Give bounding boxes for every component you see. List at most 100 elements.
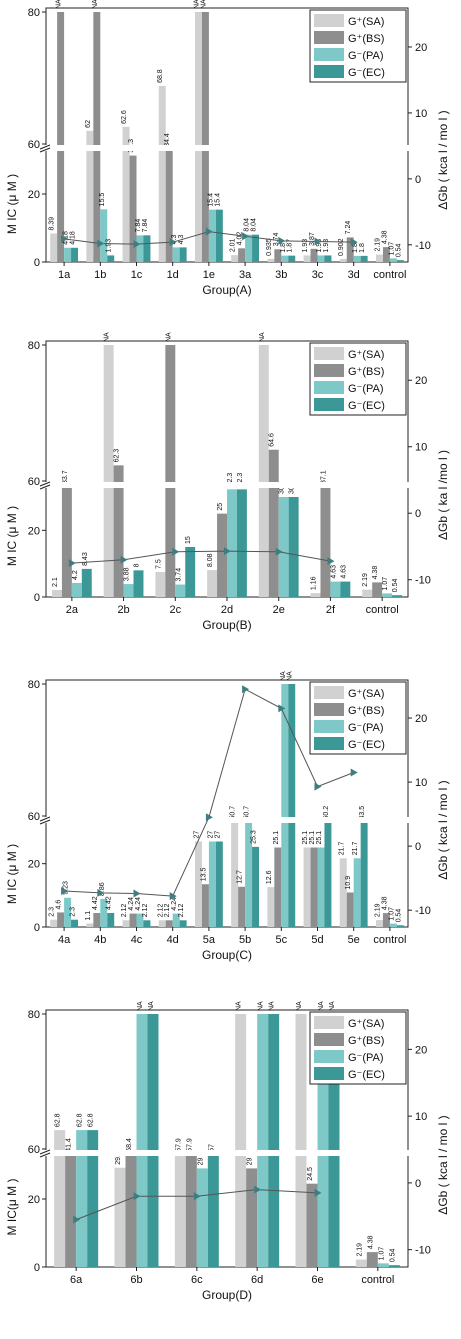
bar-value-label: NA xyxy=(200,0,207,9)
bar-control-2 xyxy=(366,1252,378,1267)
x-tick-label: 6e xyxy=(311,1274,323,1286)
bar-1c-2 xyxy=(129,155,137,262)
y2-axis-title: ΔGb ( kca l / mo l ) xyxy=(436,110,450,209)
x-tick-label: 5e xyxy=(348,934,360,946)
bar-4c-3 xyxy=(136,913,144,927)
y-tick-label: 60 xyxy=(28,811,40,823)
bar-value-label: 0.54 xyxy=(392,578,399,592)
legend-label: G⁻(PA) xyxy=(348,383,384,395)
bar-value-label: NA xyxy=(287,671,294,681)
y-tick-label: 20 xyxy=(28,525,40,537)
legend-label: G⁺(BS) xyxy=(348,33,384,45)
bar-4d-4 xyxy=(179,920,187,927)
legend-label: G⁺(BS) xyxy=(348,705,384,717)
bar-value-label: 4.38 xyxy=(372,566,379,580)
bar-value-label: 1.07 xyxy=(388,242,395,256)
legend-label: G⁺(BS) xyxy=(348,1035,384,1047)
bar-6c-4 xyxy=(207,1154,219,1267)
bar-value-label: 2.01 xyxy=(230,238,237,252)
bar-1b-3 xyxy=(100,209,108,262)
plot-frame xyxy=(45,679,409,928)
bar-value-label: 4.24 xyxy=(135,897,142,911)
x-tick-label: 3a xyxy=(239,269,252,281)
bar-6c-2 xyxy=(185,1154,197,1267)
bar-5d-2 xyxy=(310,847,318,927)
dg-point xyxy=(61,886,69,895)
bar-5a-2 xyxy=(201,884,209,927)
bar-value-label: 8.86 xyxy=(99,882,106,896)
dg-point xyxy=(205,813,213,822)
bar-4b-2 xyxy=(93,913,101,927)
bar-value-label: 25.1 xyxy=(273,831,280,845)
bar-value-label: NA xyxy=(92,0,99,9)
bar-value-label: NA xyxy=(318,1001,325,1011)
bar-5b-1 xyxy=(231,822,239,927)
bar-value-label: 57.9 xyxy=(175,1138,182,1152)
bar-value-label: 15.5 xyxy=(99,193,106,207)
bar-4b-1 xyxy=(86,923,94,927)
bar-6e-1 xyxy=(295,1014,307,1267)
bar-value-label: 57 xyxy=(208,1144,215,1152)
bar-value-label: 4.38 xyxy=(381,230,388,244)
bar-6c-1 xyxy=(174,1154,186,1267)
y-tick-label: 80 xyxy=(28,7,40,19)
legend-label: G⁻(PA) xyxy=(348,50,384,62)
bar-value-label: 2.12 xyxy=(142,904,149,918)
bar-control-3 xyxy=(389,923,397,927)
bar-4b-3 xyxy=(100,898,108,927)
bar-4d-3 xyxy=(172,913,180,927)
y2-tick-label: -10 xyxy=(415,240,431,252)
bar-5e-1 xyxy=(339,858,347,927)
bar-2a-3 xyxy=(71,583,82,597)
legend-label: G⁺(SA) xyxy=(348,349,384,361)
bar-3a-4 xyxy=(252,234,260,262)
bar-value-label: 8.39 xyxy=(49,217,56,231)
bar-1d-3 xyxy=(172,247,180,262)
bar-3c-1 xyxy=(303,255,311,262)
bar-value-label: 4.6 xyxy=(56,900,63,910)
dg-point xyxy=(254,1185,262,1194)
bar-value-label: 2.12 xyxy=(178,904,185,918)
bar-6b-1 xyxy=(114,1167,126,1267)
bar-value-label: NA xyxy=(56,0,63,9)
bar-value-label: 2.19 xyxy=(374,903,381,917)
y2-tick-label: 10 xyxy=(415,442,427,454)
bar-value-label: 0.902 xyxy=(338,238,345,256)
bar-value-label: 4.38 xyxy=(381,896,388,910)
x-tick-label: control xyxy=(361,1274,394,1286)
bar-2d-1 xyxy=(207,570,218,597)
bar-2f-2 xyxy=(320,487,331,597)
legend-swatch xyxy=(314,364,344,377)
bar-control-2 xyxy=(372,582,383,597)
y-tick-label: 80 xyxy=(28,679,40,691)
bar-value-label: 2.19 xyxy=(356,1243,363,1257)
bar-value-label: 7.84 xyxy=(142,219,149,233)
bar-value-label: 62.8 xyxy=(88,1113,95,1127)
bar-2a-4 xyxy=(81,568,92,597)
bar-value-label: 58.4 xyxy=(126,1138,133,1152)
bar-3a-2 xyxy=(238,248,246,262)
dg-point xyxy=(205,227,213,236)
x-axis-title: Group(C) xyxy=(202,948,252,962)
x-tick-label: 5d xyxy=(311,934,323,946)
bar-value-label: 3.88 xyxy=(124,567,131,581)
bar-3c-3 xyxy=(317,255,325,262)
bar-value-label: 32.3 xyxy=(227,473,234,487)
bar-1a-4 xyxy=(71,247,79,262)
bar-value-label: 1.87 xyxy=(287,239,294,253)
bar-value-label: 3.87 xyxy=(309,232,316,246)
bar-5d-3 xyxy=(317,847,325,927)
bar-2e-4 xyxy=(288,497,299,597)
bar-1e-2 xyxy=(201,12,209,262)
bar-value-label: 1.93 xyxy=(323,239,330,253)
bar-value-label: 1.16 xyxy=(311,576,318,590)
bar-2c-3 xyxy=(175,584,186,597)
legend-label: G⁻(EC) xyxy=(348,67,385,79)
axis-break-mark xyxy=(39,481,51,487)
bar-6a-1 xyxy=(54,1130,66,1267)
bar-value-label: 25.1 xyxy=(302,831,309,845)
dg-point xyxy=(327,557,335,566)
x-axis-title: Group(A) xyxy=(202,283,251,297)
bar-value-label: 13.5 xyxy=(200,868,207,882)
bar-value-label: 32.3 xyxy=(237,473,244,487)
